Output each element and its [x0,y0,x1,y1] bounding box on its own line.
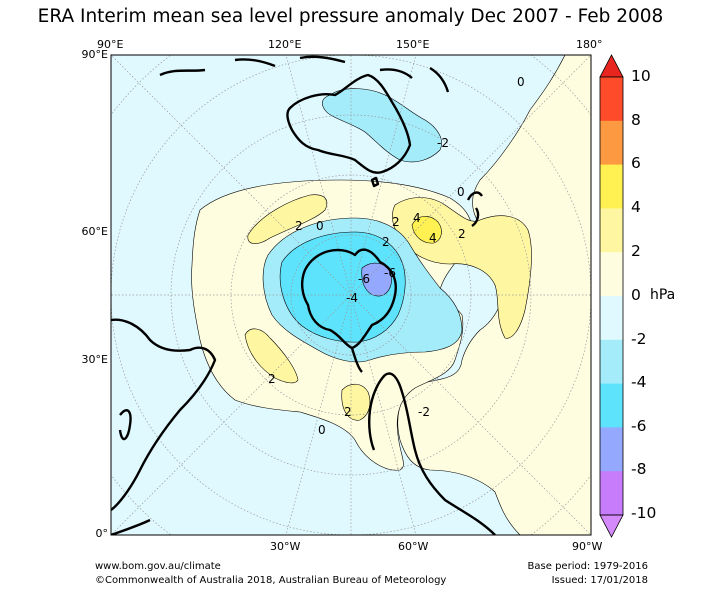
colorbar-tick-label: 8 [631,111,641,129]
coast-africa [111,318,217,511]
contour-label: 4 [413,211,421,225]
contour-label: 0 [316,219,324,233]
lon-label-left-3: 30°E [81,353,108,366]
colorbar-band [600,77,623,122]
contour-label: -2 [437,136,449,150]
contour-label: 2 [295,219,303,233]
contour-label: 0 [318,423,326,437]
coast-antarctic-peninsula [350,347,363,373]
colorbar-band [600,252,623,297]
coast-australia [286,73,412,174]
anomaly-fill-neg6-core [361,262,392,297]
contour-labels: 0 0 2 0 2 2 4 4 2 -2 -6 -6 -4 2 2 0 -2 [268,75,525,437]
lon-label-top-2: 120°E [268,38,302,51]
colorbar-band [600,383,623,428]
colorbar-unit: hPa [650,287,676,303]
contour-label: 2 [458,227,466,241]
lon-label-top-4: 180° [576,38,603,51]
footer-copyright: ©Commonwealth of Australia 2018, Austral… [95,575,447,586]
footer-issued: Issued: 17/01/2018 [551,575,648,586]
anomaly-fill-positive-right [397,55,591,535]
map-plot: 0 0 2 0 2 2 4 4 2 -2 -6 -6 -4 2 2 0 -2 [111,55,591,535]
contour-label: -4 [346,291,358,305]
contour-label: -6 [384,266,396,280]
colorbar-extend-top [599,54,624,78]
lon-label-top-1: 90°E [97,38,124,51]
lon-label-left-4: 0° [95,527,109,540]
coast-madagascar [118,409,132,441]
colorbar-tick-label: -6 [631,417,647,435]
footer-url: www.bom.gov.au/climate [95,561,221,572]
colorbar-tick-label: 6 [631,154,641,172]
coast-antarctica [300,248,397,350]
colorbar-tick-label: 4 [631,198,641,216]
lon-label-left-2: 60°E [81,225,108,238]
lon-label-bottom-1: 30°W [270,540,301,553]
coast-indonesia [159,55,450,93]
coastlines [111,55,496,535]
anomaly-fill-2-westpatch [247,194,328,244]
lon-label-bottom-2: 60°W [398,540,429,553]
contour-label: -2 [418,405,430,419]
colorbar-tick-label: 10 [631,67,651,85]
lon-label-left-1: 90°E [81,48,108,61]
colorbar-tick-label: -8 [631,460,647,478]
colorbar-tick-label: -4 [631,373,647,391]
colorbar-band [600,339,623,385]
colorbar-tick-label: -2 [631,330,647,348]
colorbar-tick-label: 0 [631,286,641,304]
colorbar-frame [599,76,624,516]
graticule [111,55,591,535]
colorbar-band [600,296,623,341]
contour-label: 0 [517,75,525,89]
lon-label-bottom-3: 90°W [572,540,603,553]
contour-label: -6 [358,272,370,286]
contour-label: 2 [344,405,352,419]
coast-tasmania [370,176,380,188]
contour-label: 0 [457,185,465,199]
anomaly-fill-4-patch [411,216,442,244]
colorbar-band [600,471,623,516]
colorbar-tick-label: 2 [631,242,641,260]
coast-africa-horn [111,518,151,535]
colorbar-extend-bottom [599,514,624,538]
contour-label: 2 [268,372,276,386]
contour-label: 2 [392,215,400,229]
colorbar-band [600,427,623,472]
anomaly-fill-2-southwest [244,328,299,384]
contour-label: 4 [429,231,437,245]
colorbar-band [600,164,623,209]
contour-label: 2 [382,235,390,249]
coast-south-america [368,372,496,535]
footer-base-period: Base period: 1979-2016 [527,561,648,572]
colorbar-band [600,120,623,166]
colorbar [599,54,624,538]
map-frame [110,54,592,536]
coast-new-zealand [466,191,483,227]
colorbar-tick-label: -10 [631,504,657,522]
lon-label-top-3: 150°E [396,38,430,51]
map-title: ERA Interim mean sea level pressure anom… [37,6,664,27]
colorbar-band [600,208,623,253]
